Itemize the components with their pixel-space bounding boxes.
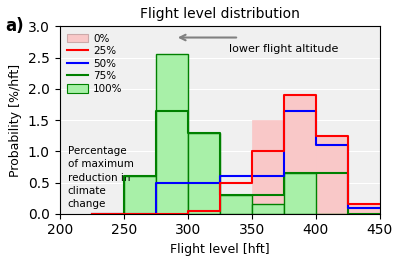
Bar — [348, 204, 380, 214]
Text: lower flight altitude: lower flight altitude — [229, 44, 338, 54]
Text: a): a) — [5, 17, 24, 35]
Y-axis label: Probability [%/hft]: Probability [%/hft] — [9, 63, 22, 176]
Legend: 0%, 25%, 50%, 75%, 100%: 0%, 25%, 50%, 75%, 100% — [65, 32, 124, 96]
Bar — [220, 195, 252, 214]
Bar — [316, 136, 348, 214]
Title: Flight level distribution: Flight level distribution — [140, 7, 300, 21]
Bar — [284, 95, 316, 214]
Bar — [124, 176, 156, 214]
Text: Percentage
of maximum
reduction in
climate
change: Percentage of maximum reduction in clima… — [68, 146, 134, 209]
Bar — [220, 201, 252, 214]
Bar — [284, 173, 316, 214]
Bar — [156, 176, 188, 214]
Bar — [188, 133, 220, 214]
Bar — [252, 204, 284, 214]
Bar — [252, 120, 284, 214]
Bar — [156, 54, 188, 214]
Bar — [188, 204, 220, 214]
X-axis label: Flight level [hft]: Flight level [hft] — [170, 243, 270, 256]
